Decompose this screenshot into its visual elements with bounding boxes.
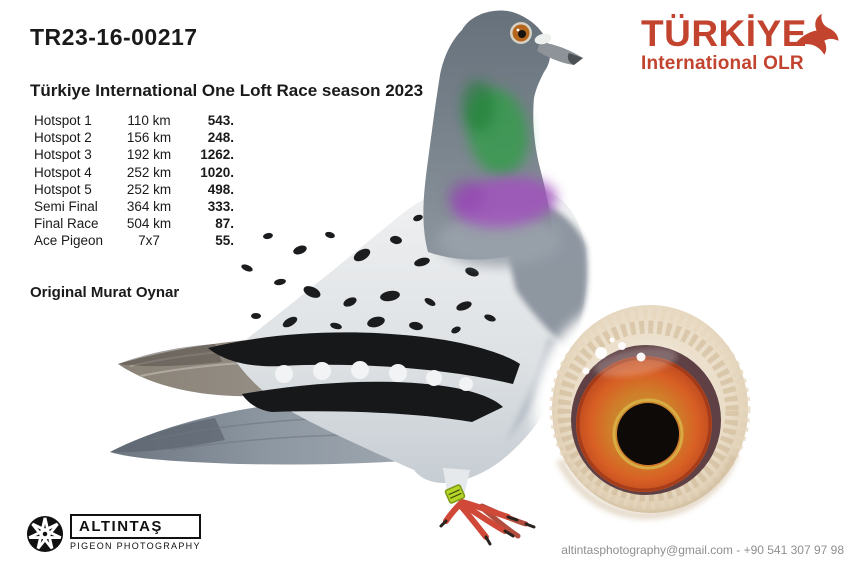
race-result-row: Ace Pigeon 7x7 55. xyxy=(34,232,234,249)
photographer-name: ALTINTAŞ xyxy=(70,514,201,539)
race-distance: 252 km xyxy=(126,181,172,197)
race-distance: 364 km xyxy=(126,199,172,215)
race-result-row: Final Race 504 km 87. xyxy=(34,215,234,232)
ring-number: TR23-16-00217 xyxy=(30,24,198,50)
race-position: 87. xyxy=(215,216,234,232)
photographer-contact: altintasphotography@gmail.com - +90 541 … xyxy=(561,543,844,557)
race-name: Hotspot 1 xyxy=(34,113,92,129)
race-name: Ace Pigeon xyxy=(34,233,104,249)
race-result-row: Hotspot 5 252 km 498. xyxy=(34,181,234,198)
photographer-logo: ALTINTAŞ PIGEON PHOTOGRAPHY xyxy=(26,514,201,554)
race-position: 1262. xyxy=(200,147,234,163)
race-position: 543. xyxy=(207,113,234,129)
race-name: Hotspot 3 xyxy=(34,147,92,163)
race-position: 1020. xyxy=(200,164,234,180)
race-results-table: Hotspot 1 110 km 543. Hotspot 2 156 km 2… xyxy=(34,112,234,250)
race-result-row: Semi Final 364 km 333. xyxy=(34,198,234,215)
pigeon-head-neck xyxy=(423,10,583,266)
race-distance: 7x7 xyxy=(138,233,160,249)
race-result-row: Hotspot 1 110 km 543. xyxy=(34,112,234,129)
race-name: Hotspot 5 xyxy=(34,181,92,197)
race-name: Hotspot 4 xyxy=(34,164,92,180)
pigeon-wing-bars xyxy=(208,332,520,422)
race-distance: 156 km xyxy=(126,130,172,146)
race-distance: 110 km xyxy=(127,113,171,129)
race-distance: 192 km xyxy=(126,147,172,163)
race-name: Hotspot 2 xyxy=(34,130,92,146)
bird-logo-icon xyxy=(787,12,841,63)
leg-band xyxy=(444,484,466,504)
race-name: Final Race xyxy=(34,216,99,232)
race-distance: 252 km xyxy=(126,164,172,180)
organization-name: TÜRKİYE xyxy=(641,13,807,54)
season-title: Türkiye International One Loft Race seas… xyxy=(30,81,424,100)
race-distance: 504 km xyxy=(126,216,172,232)
organization-logo: TÜRKİYE International OLR xyxy=(641,14,841,75)
pigeon-eye-closeup xyxy=(534,294,766,526)
organization-subtitle: International OLR xyxy=(641,53,804,74)
race-result-row: Hotspot 2 156 km 248. xyxy=(34,129,234,146)
race-result-row: Hotspot 3 192 km 1262. xyxy=(34,146,234,163)
race-position: 55. xyxy=(215,233,234,249)
pigeon-feet xyxy=(439,468,536,546)
pigeon-shield-speckles xyxy=(241,214,496,334)
race-result-row: Hotspot 4 252 km 1020. xyxy=(34,164,234,181)
race-position: 498. xyxy=(207,181,234,197)
pigeon-eye xyxy=(510,22,532,44)
race-position: 248. xyxy=(207,130,234,146)
race-position: 333. xyxy=(207,199,234,215)
race-name: Semi Final xyxy=(34,199,98,215)
aperture-icon xyxy=(26,515,64,553)
photographer-tagline: PIGEON PHOTOGRAPHY xyxy=(70,541,201,551)
owner-line: Original Murat Oynar xyxy=(30,284,180,301)
